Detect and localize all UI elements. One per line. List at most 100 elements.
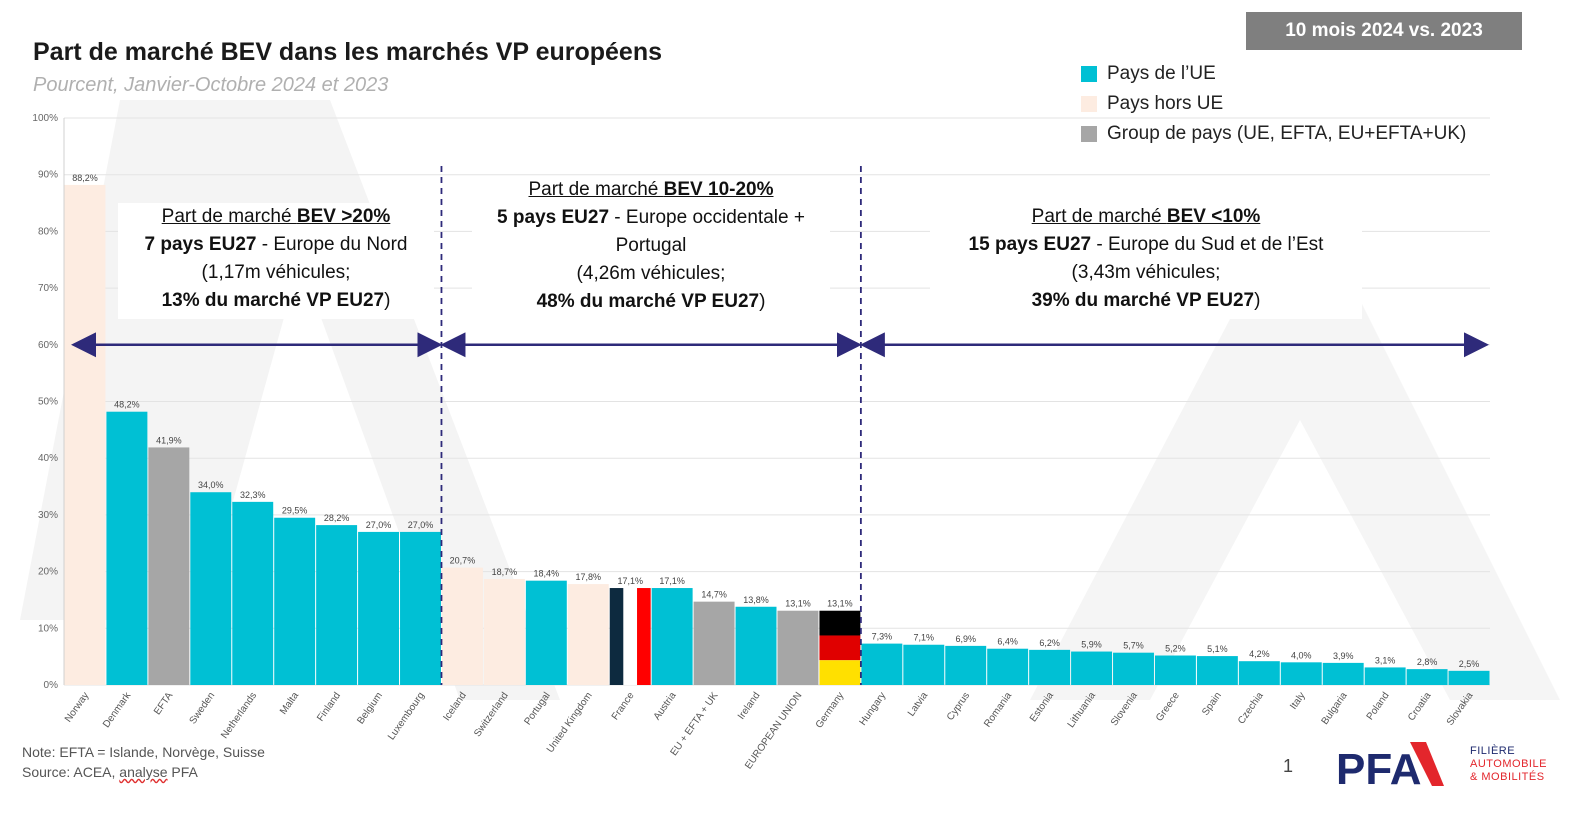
bar — [274, 517, 316, 685]
x-tick-label: Finland — [315, 690, 343, 723]
x-tick-label: Czechia — [1236, 690, 1266, 726]
logo-tag-line2: AUTOMOBILE — [1470, 758, 1547, 770]
y-tick-label: 30% — [38, 510, 58, 521]
bar — [400, 531, 441, 685]
x-tick-label: Italy — [1288, 690, 1308, 711]
footnote: Note: EFTA = Islande, Norvège, Suisse So… — [22, 742, 265, 782]
x-tick-label: Denmark — [101, 690, 134, 730]
data-label: 6,2% — [1039, 638, 1060, 648]
zone-high-heading-prefix: Part de marché — [161, 206, 297, 227]
data-label: 88,2% — [72, 173, 98, 183]
bar-germany-black — [819, 610, 861, 636]
x-tick-label: Ireland — [736, 690, 763, 721]
bar — [1364, 667, 1406, 685]
x-tick-label: Malta — [278, 690, 301, 717]
data-label: 18,4% — [534, 569, 560, 579]
x-tick-label: United Kingdom — [545, 690, 595, 755]
page-number: 1 — [1283, 756, 1294, 776]
data-label: 17,8% — [575, 572, 601, 582]
zone-box-low: Part de marché BEV <10% 15 pays EU27 - E… — [930, 203, 1362, 319]
bar — [64, 184, 106, 685]
bar — [1406, 669, 1448, 685]
data-label: 5,2% — [1165, 644, 1186, 654]
x-tick-label: Germany — [814, 690, 847, 730]
x-tick-label: Netherlands — [219, 690, 259, 740]
bar — [1448, 670, 1490, 685]
logo-tag-line3: & MOBILITÉS — [1470, 771, 1545, 783]
data-label: 6,9% — [955, 634, 976, 644]
data-label: 17,1% — [659, 576, 685, 586]
footnote-note: Note: EFTA = Islande, Norvège, Suisse — [22, 744, 265, 760]
y-tick-label: 60% — [38, 340, 58, 351]
bar — [190, 492, 232, 685]
y-tick-label: 10% — [38, 623, 58, 634]
y-tick-label: 40% — [38, 453, 58, 464]
footnote-source-link: analyse — [119, 764, 168, 780]
bar — [232, 501, 274, 685]
x-tick-label: France — [610, 690, 637, 722]
x-tick-label: Hungary — [858, 690, 889, 727]
zone-low-heading-bold: BEV <10% — [1166, 206, 1261, 227]
legend: Pays de l’UE Pays hors UE Group de pays … — [1071, 58, 1491, 154]
data-label: 3,1% — [1375, 655, 1396, 665]
data-label: 2,8% — [1417, 657, 1438, 667]
y-tick-label: 50% — [38, 397, 58, 408]
x-tick-label: EU + EFTA + UK — [669, 690, 721, 758]
legend-item-non-eu: Pays hors UE — [1081, 90, 1223, 118]
x-tick-label: Slovakia — [1445, 690, 1476, 728]
x-tick-label: Austria — [652, 690, 679, 722]
data-label: 5,9% — [1081, 640, 1102, 650]
zone-mid-share: 48% du marché VP EU27 — [536, 291, 760, 312]
zone-high-line2: 7 pays EU27 - Europe du Nord — [118, 231, 434, 259]
x-tick-label: Luxembourg — [386, 690, 427, 742]
zone-high-count: 7 pays EU27 — [144, 234, 257, 255]
bar — [1113, 652, 1154, 685]
bar — [651, 588, 693, 685]
x-tick-label: Sweden — [188, 690, 218, 726]
bar — [987, 648, 1029, 685]
legend-swatch-eu — [1081, 66, 1097, 82]
zone-low-line2: 15 pays EU27 - Europe du Sud et de l’Est — [930, 231, 1362, 259]
bar — [903, 644, 945, 685]
bar — [358, 531, 400, 685]
data-label: 32,3% — [240, 490, 266, 500]
data-label: 18,7% — [492, 567, 518, 577]
chart-subtitle: Pourcent, Janvier-Octobre 2024 et 2023 — [33, 74, 389, 96]
zone-high-line4: 13% du marché VP EU27) — [118, 287, 434, 315]
data-label: 5,1% — [1207, 644, 1228, 654]
x-tick-label: Portugal — [522, 690, 552, 727]
bar — [735, 606, 777, 685]
y-tick-label: 100% — [32, 113, 58, 124]
data-label: 13,1% — [827, 599, 853, 609]
data-label: 41,9% — [156, 435, 182, 445]
data-label: 7,1% — [914, 633, 935, 643]
x-tick-label: Bulgaria — [1320, 690, 1350, 727]
data-label: 20,7% — [450, 556, 476, 566]
period-badge: 10 mois 2024 vs. 2023 — [1246, 12, 1522, 50]
zone-mid-close: ) — [759, 291, 766, 312]
data-label: 34,0% — [198, 480, 224, 490]
x-tick-label: Lithuania — [1066, 690, 1099, 730]
bar — [1196, 656, 1238, 685]
footnote-source: Source: ACEA, analyse PFA — [22, 762, 265, 782]
zone-high-close: ) — [384, 290, 391, 311]
chart-title: Part de marché BEV dans les marchés VP e… — [33, 38, 662, 66]
pfa-logo: PFA — [1336, 742, 1444, 792]
data-label: 3,9% — [1333, 651, 1354, 661]
x-tick-label: Estonia — [1028, 690, 1056, 724]
data-label: 13,1% — [785, 599, 811, 609]
zone-low-count: 15 pays EU27 — [968, 234, 1092, 255]
logo-tagline: FILIÈRE AUTOMOBILE & MOBILITÉS — [1470, 745, 1547, 784]
data-label: 6,4% — [997, 637, 1018, 647]
pfa-logo-text: PFA — [1336, 745, 1422, 792]
legend-label-eu: Pays de l’UE — [1107, 63, 1216, 84]
x-tick-label: Latvia — [906, 690, 931, 719]
x-tick-label: Cyprus — [945, 690, 972, 722]
x-tick-label: Norway — [63, 690, 91, 724]
bar-france-white — [623, 588, 638, 685]
footnote-source-suffix: PFA — [167, 764, 198, 780]
zone-low-line4: 39% du marché VP EU27) — [930, 287, 1362, 315]
bar-france-red — [637, 588, 651, 685]
bar — [106, 411, 148, 685]
bar — [693, 601, 735, 685]
